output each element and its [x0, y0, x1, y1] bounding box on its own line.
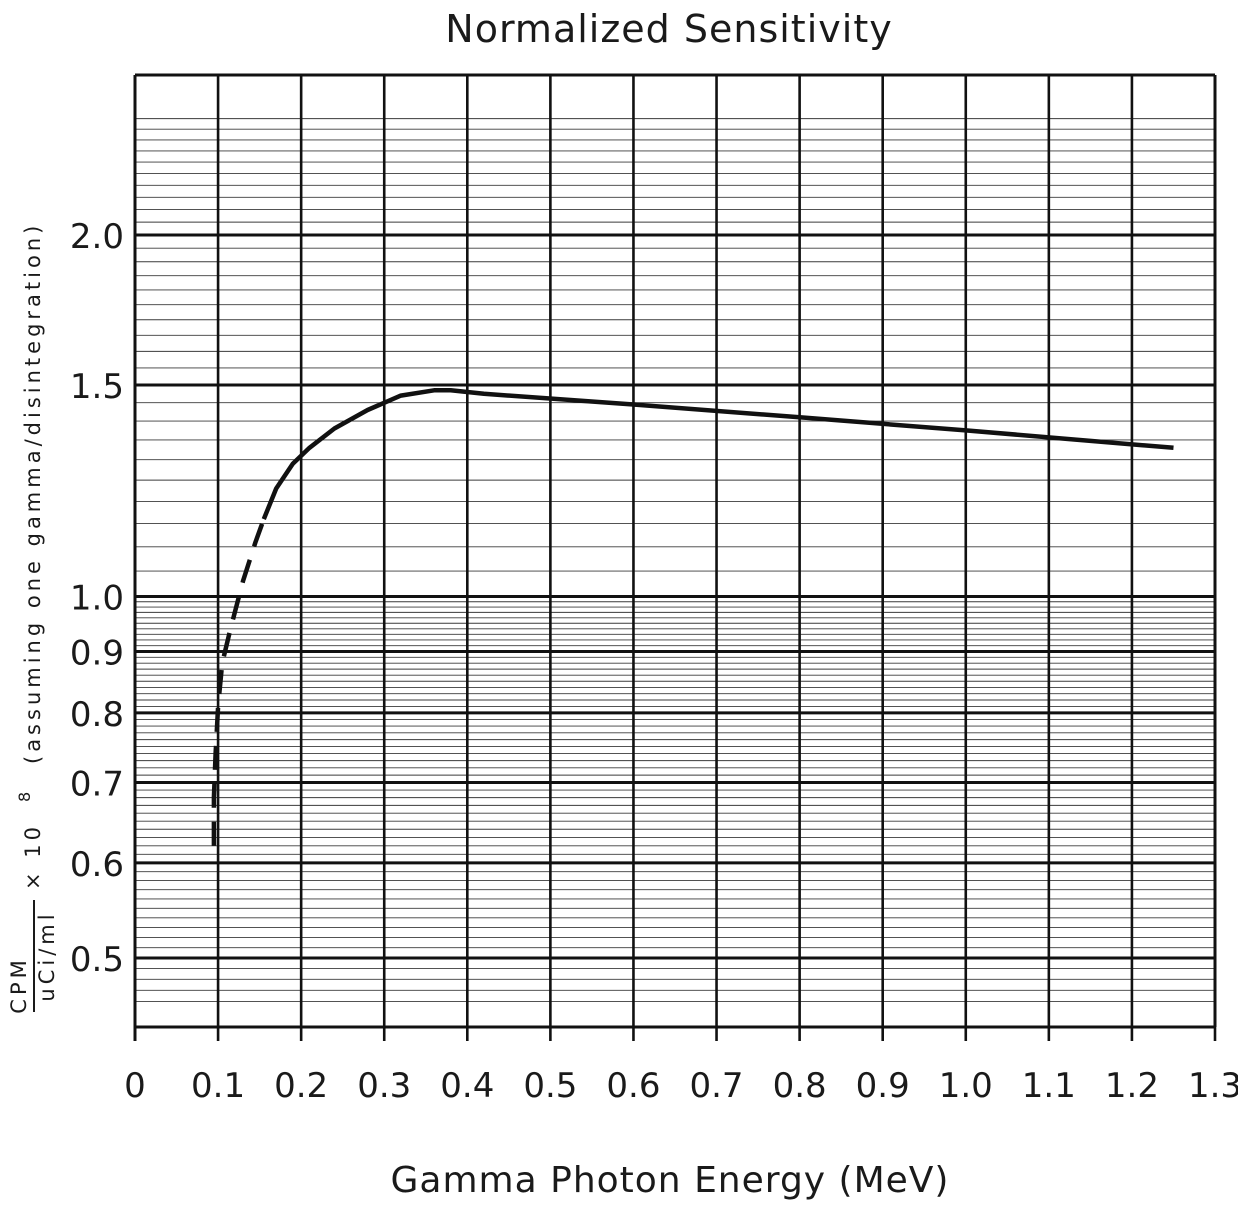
x-tick-label: 0.4 — [440, 1066, 494, 1106]
x-tick-label: 0.2 — [274, 1066, 328, 1106]
x-tick-label: 0.6 — [606, 1066, 660, 1106]
y-tick-label: 0.8 — [70, 695, 124, 735]
x-tick-label: 1.1 — [1022, 1066, 1076, 1106]
y-tick-label: 0.6 — [70, 845, 124, 885]
sensitivity-curve-solid — [261, 388, 1174, 520]
y-tick-labels: 0.5 0.6 0.7 0.8 0.9 1.0 1.5 2.0 — [70, 217, 124, 980]
y-tick-label: 0.7 — [70, 765, 124, 805]
x-tick-label: 0.3 — [357, 1066, 411, 1106]
x-axis-label: Gamma Photon Energy (MeV) — [391, 1160, 950, 1201]
y-axis-label-exponent: 8 — [15, 788, 34, 802]
x-tick-label: 1.0 — [939, 1066, 993, 1106]
y-tick-label: 1.0 — [70, 579, 124, 619]
sensitivity-curve-dashed — [211, 518, 266, 846]
x-tick-label: 0 — [124, 1066, 146, 1106]
y-tick-label: 0.5 — [70, 940, 124, 980]
x-tick-label: 0.1 — [191, 1066, 245, 1106]
y-axis-label-note: (assuming one gamma/disintegration) — [21, 222, 45, 764]
x-tick-label: 0.8 — [773, 1066, 827, 1106]
x-tick-label: 0.5 — [523, 1066, 577, 1106]
y-axis-label: CPM uCi/ml × 10 8 (assuming one gamma/di… — [7, 222, 59, 1014]
y-tick-label: 2.0 — [70, 217, 124, 257]
x-tick-labels: 0 0.1 0.2 0.3 0.4 0.5 0.6 0.7 0.8 0.9 1.0 1.1 1.2 1.3 — [124, 1027, 1238, 1106]
y-axis-label-denominator: uCi/ml — [35, 910, 59, 1001]
y-axis-label-numerator: CPM — [7, 956, 31, 1013]
x-tick-label: 0.9 — [856, 1066, 910, 1106]
x-tick-label: 0.7 — [689, 1066, 743, 1106]
x-tick-label: 1.2 — [1105, 1066, 1159, 1106]
y-tick-label: 0.9 — [70, 633, 124, 673]
y-axis-label-multiplier: × 10 — [21, 823, 45, 890]
minor-gridlines — [135, 118, 1215, 1002]
data-series — [211, 388, 1174, 846]
axes — [133, 73, 1217, 1041]
x-tick-label: 1.3 — [1188, 1066, 1238, 1106]
chart-title: Normalized Sensitivity — [445, 7, 892, 51]
major-gridlines — [135, 75, 1217, 1027]
y-tick-label: 1.5 — [70, 367, 124, 407]
